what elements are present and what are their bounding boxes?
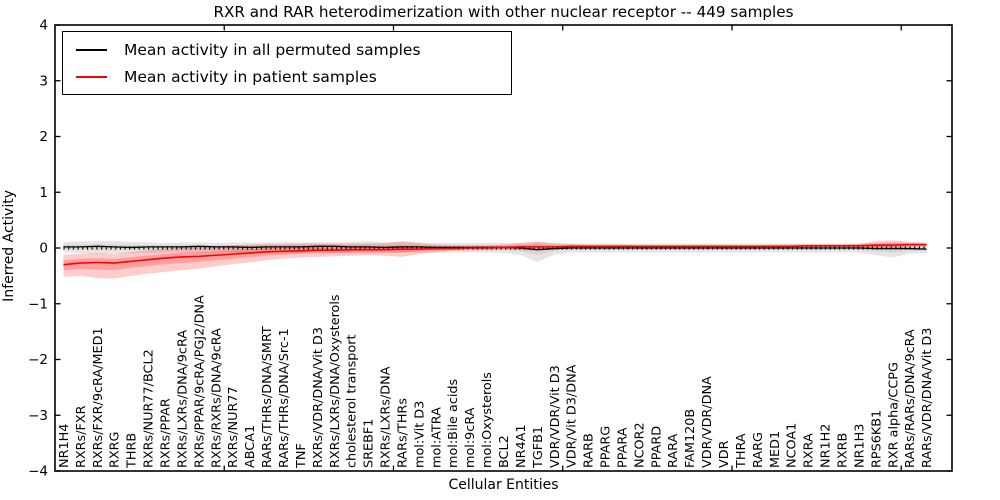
y-tick-label: 2: [39, 129, 48, 145]
x-tick-label: mol:Vit D3: [412, 401, 427, 468]
y-tick-label: 1: [39, 185, 48, 201]
x-tick-label: RXRs/RXRs/DNA/9cRA: [209, 328, 224, 468]
x-tick-label: RXRs/PPAR: [159, 398, 174, 468]
x-tick-label: RARs/THRs/DNA/SMRT: [260, 326, 275, 468]
x-tick-label: RXRB: [835, 433, 850, 468]
x-tick-label: RARG: [751, 432, 766, 468]
x-tick-label: RXR alpha/CCPG: [886, 362, 901, 468]
x-tick-label: RXRs/VDR/DNA/Vit D3: [311, 327, 326, 468]
x-tick-label: RARs/RARs/DNA/9cRA: [903, 329, 918, 468]
x-tick-label: RARA: [666, 434, 681, 468]
x-tick-label: mol:Oxysterols: [480, 372, 495, 468]
band-inner-patient: [63, 242, 927, 271]
line-patient-mean: [63, 243, 927, 266]
legend-line-sample-permuted: [76, 48, 107, 51]
x-tick-label: RXRG: [108, 432, 123, 468]
band-outer-patient: [63, 240, 927, 279]
chart-title: RXR and RAR heterodimerization with othe…: [213, 3, 794, 21]
x-tick-label: RXRs/PPAR/9cRA/PGJ2/DNA: [192, 295, 207, 468]
x-tick-label: NR1H2: [819, 424, 834, 468]
x-tick-label: VDR/Vit D3/DNA: [565, 364, 580, 468]
x-tick-label: RXRs/FXR/9cRA/MED1: [91, 327, 106, 468]
x-tick-label: RXRs/NUR77: [226, 386, 241, 468]
x-tick-label: NCOA1: [785, 423, 800, 468]
x-tick-label: BCL2: [497, 435, 512, 468]
y-tick-label: 4: [39, 18, 48, 34]
x-tick-label: RXRs/LXRs/DNA: [379, 366, 394, 468]
x-axis-label: Cellular Entities: [448, 477, 559, 493]
y-tick-label: 3: [39, 73, 48, 89]
x-tick-label: RXRs/LXRs/DNA/Oxysterols: [328, 294, 343, 468]
x-tick-label: MED1: [768, 431, 783, 468]
x-tick-label: RXRs/NUR77/BCL2: [142, 349, 157, 468]
x-tick-label: RARs/THRs: [395, 398, 410, 468]
x-tick-label: RXRs/LXRs/DNA/9cRA: [175, 330, 190, 468]
x-tick-label: ABCA1: [243, 425, 258, 468]
x-tick-label: mol:Bile acids: [446, 378, 461, 468]
x-tick-label: RXRs/FXR: [74, 405, 89, 468]
legend-label-permuted: Mean activity in all permuted samples: [124, 40, 421, 59]
x-tick-label: NCOR2: [632, 422, 647, 468]
x-tick-label: RPS6KB1: [869, 410, 884, 468]
x-tick-label: PPARG: [599, 426, 614, 468]
x-tick-label: mol:9cRA: [463, 407, 478, 468]
x-tick-label: NR4A1: [514, 424, 529, 468]
x-tick-label: NR1H3: [852, 424, 867, 468]
y-tick-label: −3: [28, 408, 48, 424]
x-tick-label: RARs/VDR/DNA/Vit D3: [920, 328, 935, 468]
x-tick-label: NR1H4: [57, 424, 72, 468]
x-tick-label: RARB: [582, 433, 597, 468]
x-tick-label: mol:ATRA: [429, 407, 444, 468]
y-tick-label: 0: [39, 241, 48, 257]
x-tick-label: VDR: [717, 440, 732, 468]
x-tick-label: FAM120B: [683, 409, 698, 468]
legend: Mean activity in all permuted samples Me…: [62, 31, 512, 95]
y-tick-label: −1: [28, 296, 48, 312]
legend-label-patient: Mean activity in patient samples: [124, 67, 377, 86]
x-tick-label: THRA: [734, 433, 749, 469]
x-tick-label: RXRA: [802, 433, 817, 468]
x-tick-label: TGFB1: [531, 426, 546, 469]
x-tick-label: TNF: [294, 443, 309, 469]
y-tick-label: −4: [28, 464, 48, 480]
y-axis-label: Inferred Activity: [1, 190, 17, 302]
legend-entry-permuted: Mean activity in all permuted samples: [63, 36, 511, 63]
x-tick-label: VDR/VDR/Vit D3: [548, 365, 563, 468]
legend-entry-patient: Mean activity in patient samples: [63, 63, 511, 90]
x-tick-label: PPARD: [649, 426, 664, 468]
x-tick-label: RARs/THRs/DNA/Src-1: [277, 328, 292, 468]
x-tick-label: PPARA: [615, 427, 630, 468]
y-tick-label: −2: [28, 352, 48, 368]
x-tick-label: THRB: [125, 433, 140, 469]
x-tick-label: SREBF1: [362, 419, 377, 468]
x-tick-label: VDR/VDR/DNA: [700, 376, 715, 468]
legend-line-sample-patient: [76, 75, 107, 78]
x-tick-label: cholesterol transport: [345, 334, 360, 468]
